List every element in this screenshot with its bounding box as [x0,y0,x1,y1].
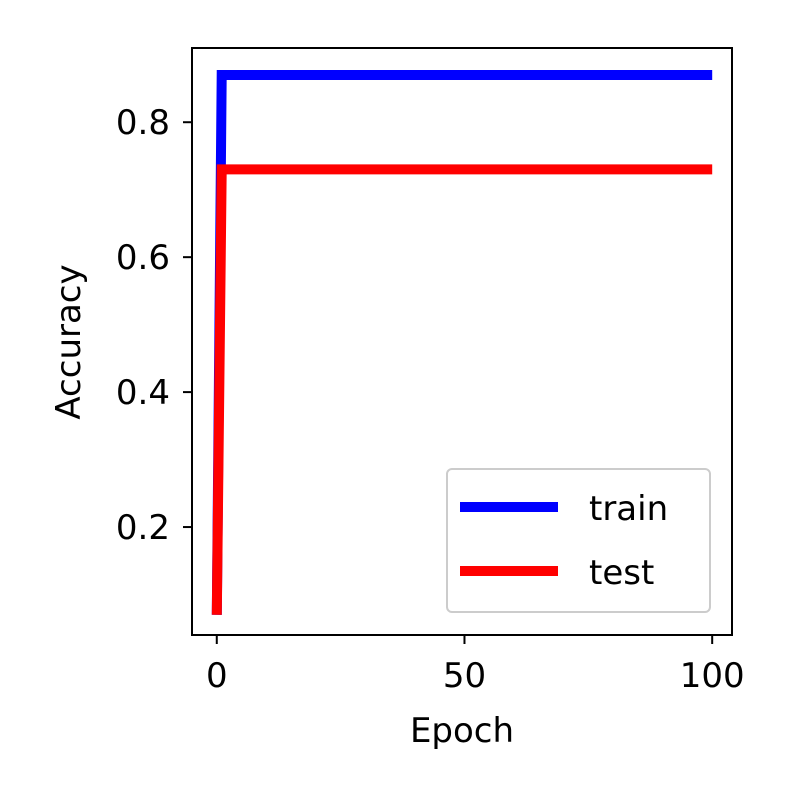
series-line-test [211,164,713,615]
y-tick-label: 0.8 [116,103,170,143]
legend-label-train: train [589,489,668,529]
plot-frame [191,47,733,636]
y-axis-ticks: 0.2 0.4 0.6 0.8 [116,103,192,548]
legend-label-test: test [589,553,654,593]
x-tick-label: 0 [206,656,228,696]
x-tick-label: 50 [443,656,486,696]
y-axis-label: Accuracy [49,264,89,419]
x-axis-label: Epoch [410,711,514,751]
y-tick-label: 0.6 [116,238,170,278]
y-tick-label: 0.2 [116,508,170,548]
x-axis-ticks: 0 50 100 [206,635,745,696]
y-tick-label: 0.4 [116,373,170,413]
x-tick-label: 100 [680,656,745,696]
legend-box [446,468,711,613]
series-layer [211,70,713,615]
legend: train test [446,468,711,613]
